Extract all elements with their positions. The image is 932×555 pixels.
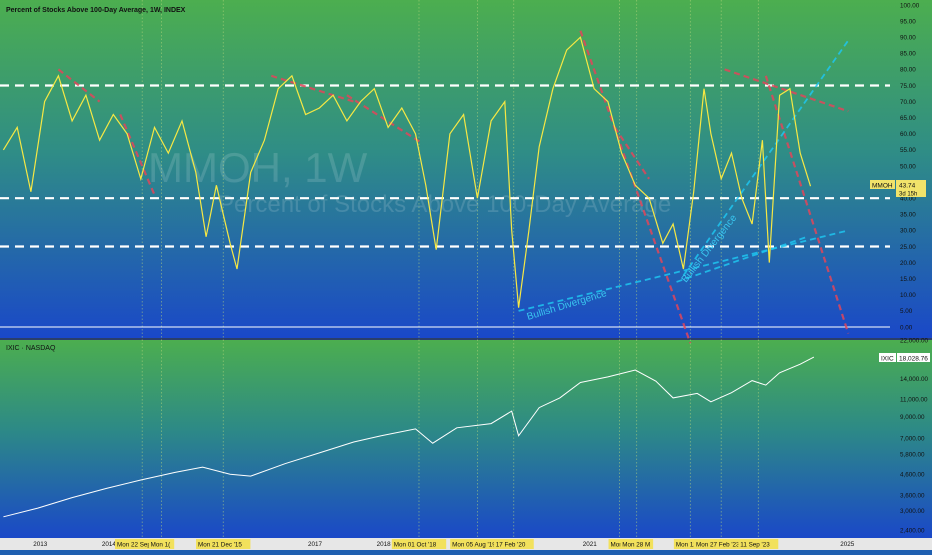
watermark-symbol: MMOH, 1W	[148, 144, 368, 191]
date-label-6: Mon 1	[611, 542, 629, 549]
date-label-box-9	[693, 539, 749, 549]
top-y-tick-label-2: 10.00	[900, 292, 916, 299]
date-label-box-2	[196, 539, 251, 549]
date-label-box-1	[148, 539, 175, 549]
bearish-trendline-6	[613, 126, 650, 180]
date-label-box-6	[608, 539, 631, 549]
bottom-y-tick-label-4: 5,800.00	[900, 452, 925, 459]
bearish-trendline-3	[270, 74, 355, 103]
bearish-trendline-5	[579, 30, 692, 344]
date-label-8: Mon 12 S	[676, 542, 703, 549]
bottom-y-tick-label-6: 9,000.00	[900, 414, 925, 421]
top-panel-title: Percent of Stocks Above 100-Day Average,…	[6, 7, 186, 14]
mmoh-symbol-badge	[870, 180, 895, 189]
bottom-panel-title: IXIC · NASDAQ	[6, 345, 56, 352]
bullish-trendline-1	[518, 229, 849, 312]
date-label-2: Mon 21 Dec '15	[198, 542, 242, 549]
date-label-0: Mon 22 Sep '14	[117, 542, 161, 549]
date-label-10: 11 Sep '23	[740, 542, 770, 549]
date-label-3: Mon 01 Oct '18	[394, 542, 437, 549]
top-y-tick-label-1: 5.00	[900, 308, 913, 315]
date-label-box-4	[450, 539, 505, 549]
event-vertical-lines	[141, 0, 759, 538]
top-y-tick-label-15: 75.00	[900, 83, 916, 90]
top-y-tick-label-8: 40.00	[900, 196, 916, 203]
date-label-1: Mon 1(	[151, 542, 172, 549]
top-y-tick-label-3: 15.00	[900, 276, 916, 283]
bottom-y-tick-label-7: 11,000.00	[900, 397, 928, 404]
mmoh-symbol-label: MMOH	[872, 183, 893, 190]
date-label-box-10	[738, 539, 779, 549]
top-y-tick-label-19: 95.00	[900, 18, 916, 25]
ixic-value-badge	[897, 353, 930, 362]
ixic-last-value: 18,028.76	[899, 356, 928, 363]
bearish-trendline-8	[764, 75, 850, 334]
date-label-9: Mon 27 Feb '23	[696, 542, 740, 549]
top-panel-background	[0, 0, 932, 338]
top-y-tick-label-14: 70.00	[900, 99, 916, 106]
top-y-tick-label-17: 85.00	[900, 51, 916, 58]
top-y-tick-label-12: 60.00	[900, 131, 916, 138]
bottom-y-tick-label-8: 14,000.00	[900, 376, 929, 383]
year-label-1: 2014	[102, 541, 117, 548]
date-label-box-7	[620, 539, 654, 549]
bottom-y-axis: 2,400.00 3,000.00 3,600.00 4,600.00 5,800.00…	[900, 337, 929, 534]
top-y-tick-label-11: 55.00	[900, 147, 916, 154]
year-label-0: 2013	[33, 541, 48, 548]
top-y-tick-label-20: 100.00	[900, 2, 920, 9]
year-label-5: 2025	[840, 541, 855, 548]
ixic-price-badge: IXIC 18,028.76	[879, 353, 930, 363]
top-y-tick-label-4: 20.00	[900, 260, 916, 267]
top-y-tick-label-16: 80.00	[900, 67, 916, 74]
bottom-y-tick-label-2: 3,600.00	[900, 493, 925, 500]
date-label-5: 17 Feb '20	[496, 542, 526, 549]
mmoh-countdown-badge	[896, 189, 926, 197]
bottom-y-tick-label-0: 2,400.00	[900, 527, 925, 534]
bottom-panel-background	[0, 340, 932, 538]
date-label-box-3	[391, 539, 447, 549]
date-label-box-5	[493, 539, 534, 549]
top-y-tick-label-0: 0.00	[900, 324, 913, 331]
top-y-tick-label-10: 50.00	[900, 163, 916, 170]
ixic-series-line	[3, 356, 815, 518]
top-y-tick-label-13: 65.00	[900, 115, 916, 122]
ixic-symbol-badge	[879, 353, 896, 362]
panel-divider	[0, 338, 932, 340]
date-label-box-8	[673, 539, 707, 549]
mmoh-last-value: 43.74	[899, 183, 916, 190]
year-label-4: 2021	[583, 541, 598, 548]
bottom-y-tick-label-3: 4,600.00	[900, 472, 925, 479]
bottom-y-tick-label-1: 3,000.00	[900, 508, 925, 515]
watermark-subtitle: Percent of Stocks Above 100-Day Average	[218, 191, 671, 218]
bullish-trendline-3	[676, 235, 808, 283]
mmoh-series-line	[2, 36, 812, 308]
year-label-2: 2017	[308, 541, 323, 548]
bottom-y-tick-label-5: 7,000.00	[900, 436, 925, 443]
mmoh-price-badge: MMOH 43.74 3d 15h	[870, 180, 926, 198]
ixic-symbol-label: IXIC	[881, 356, 894, 363]
date-label-4: Mon 05 Aug '19	[452, 542, 496, 549]
mmoh-value-badge	[896, 180, 926, 189]
top-y-tick-label-18: 90.00	[900, 35, 916, 42]
bearish-trendline-1	[57, 68, 101, 103]
bottom-y-tick-label-10: 22,000.00	[900, 337, 929, 344]
bullish-trendline-2	[682, 39, 849, 276]
bearish-trendline-2	[119, 114, 156, 196]
top-y-tick-label-7: 35.00	[900, 212, 916, 219]
date-label-7: Mon 28 M	[622, 542, 650, 549]
date-label-box-0	[114, 539, 170, 549]
year-label-3: 2018	[377, 541, 392, 548]
mmoh-countdown: 3d 15h	[899, 192, 917, 198]
top-y-tick-label-6: 30.00	[900, 228, 916, 235]
top-y-tick-label-5: 25.00	[900, 244, 916, 251]
